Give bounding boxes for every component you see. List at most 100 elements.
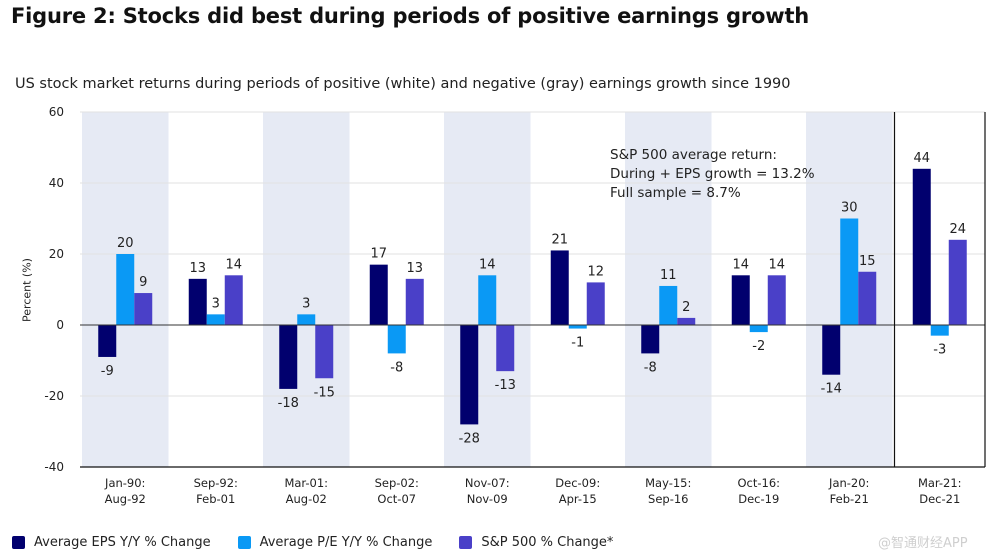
bar-eps [98,325,117,357]
y-tick-label: 0 [56,318,64,332]
bar-sp500 [315,325,334,379]
chart-title: Figure 2: Stocks did best during periods… [11,4,810,28]
annotation-line-2: During + EPS growth = 13.2% [610,166,815,182]
data-label-sp500: -13 [495,378,516,393]
x-tick-label: Oct-16: [737,476,780,490]
shaded-periods [82,112,893,467]
data-label-eps: -9 [101,364,114,379]
bar-pe [206,314,225,325]
data-label-sp500: 9 [139,275,147,290]
bar-sp500 [586,282,605,325]
bar-eps [912,168,931,325]
data-label-eps: -8 [644,360,657,375]
data-label-sp500: 12 [587,264,604,279]
x-tick-label: Mar-01: [284,476,328,490]
bar-eps [731,275,750,325]
data-label-eps: 17 [370,247,387,262]
data-label-sp500: -15 [314,385,335,400]
bar-sp500 [224,275,243,325]
bar-sp500 [767,275,786,325]
data-label-pe: 20 [117,236,134,251]
x-tick-label: Nov-09 [467,492,508,506]
bar-pe [297,314,316,325]
legend-item-sp500[interactable]: S&P 500 % Change* [459,535,613,550]
annotation-line-1: S&P 500 average return: [610,147,777,163]
legend: Average EPS Y/Y % Change Average P/E Y/Y… [12,535,640,550]
legend-swatch-pe [237,536,251,549]
data-label-sp500: 2 [682,300,690,315]
data-label-pe: -3 [933,343,946,358]
x-tick-label: Jan-90: [104,476,145,490]
bar-sp500 [677,317,696,325]
axes [80,112,986,468]
x-tick-label: Nov-07: [465,476,510,490]
x-tick-label: Dec-21 [919,492,960,506]
legend-label-eps: Average EPS Y/Y % Change [34,535,211,550]
y-tick-label: 20 [49,247,64,261]
bar-eps [279,325,298,389]
x-tick-label: Dec-19 [738,492,779,506]
bar-eps [550,250,569,325]
data-label-eps: -18 [278,396,299,411]
bar-pe [478,275,497,325]
data-label-eps: 13 [189,261,206,276]
bar-pe [930,325,949,336]
bar-eps [460,325,479,425]
bar-pe [568,325,587,329]
data-label-sp500: 14 [768,257,785,272]
annotation-line-3: Full sample = 8.7% [610,185,741,201]
x-tick-label: Aug-92 [105,492,146,506]
bar-pe [659,285,678,325]
x-tick-label: Dec-09: [555,476,600,490]
data-label-pe: -8 [390,360,403,375]
x-tick-label: Sep-16 [648,492,688,506]
x-tick-label: Mar-21: [918,476,962,490]
x-tick-label: Sep-92: [194,476,238,490]
data-label-pe: 3 [302,296,310,311]
y-tick-label: 60 [49,105,64,119]
bar-sp500 [948,239,967,325]
data-label-eps: -14 [821,382,842,397]
data-label-pe: -2 [752,339,765,354]
data-label-sp500: 13 [406,261,423,276]
annotation-box: S&P 500 average return: During + EPS gro… [610,146,815,203]
bar-sp500 [134,293,153,325]
x-tick-label: Feb-21 [830,492,869,506]
x-tick-label: Aug-02 [286,492,327,506]
labels: 60 40 20 0 -20 -40 -9 13 -18 17 -28 21 -8 14 -14 44 20 3 3… [44,105,966,506]
bar-eps [641,325,660,354]
data-label-eps: 44 [913,151,930,166]
data-label-eps: 14 [732,257,749,272]
bar-eps [188,278,207,325]
legend-swatch-eps [12,536,25,549]
bar-sp500 [496,325,515,372]
bar-eps [822,325,841,375]
x-tick-label: Sep-02: [375,476,419,490]
legend-item-pe[interactable]: Average P/E Y/Y % Change [237,535,433,550]
data-label-sp500: 14 [225,257,242,272]
bar-pe [840,218,859,325]
data-label-pe: 3 [212,296,220,311]
legend-label-sp500: S&P 500 % Change* [481,535,614,550]
bar-eps [369,264,388,325]
x-tick-label: Jan-20: [828,476,869,490]
chart-subtitle: US stock market returns during periods o… [15,76,791,92]
data-label-sp500: 24 [949,222,966,237]
data-label-pe: 30 [841,201,858,216]
gridlines [80,111,985,397]
watermark: @智通财经APP [878,536,968,551]
data-label-pe: -1 [571,336,584,351]
legend-swatch-sp500 [459,536,473,549]
x-tick-label: Feb-01 [196,492,235,506]
data-label-pe: 11 [660,268,677,283]
bars [98,168,967,425]
bar-sp500 [405,278,424,325]
data-label-pe: 14 [479,257,496,272]
legend-label-pe: Average P/E Y/Y % Change [259,535,433,550]
bar-pe [749,325,768,333]
x-tick-label: Oct-07 [377,492,416,506]
legend-item-eps[interactable]: Average EPS Y/Y % Change [12,535,211,550]
x-tick-label: May-15: [645,476,691,490]
data-label-sp500: 15 [859,254,876,269]
